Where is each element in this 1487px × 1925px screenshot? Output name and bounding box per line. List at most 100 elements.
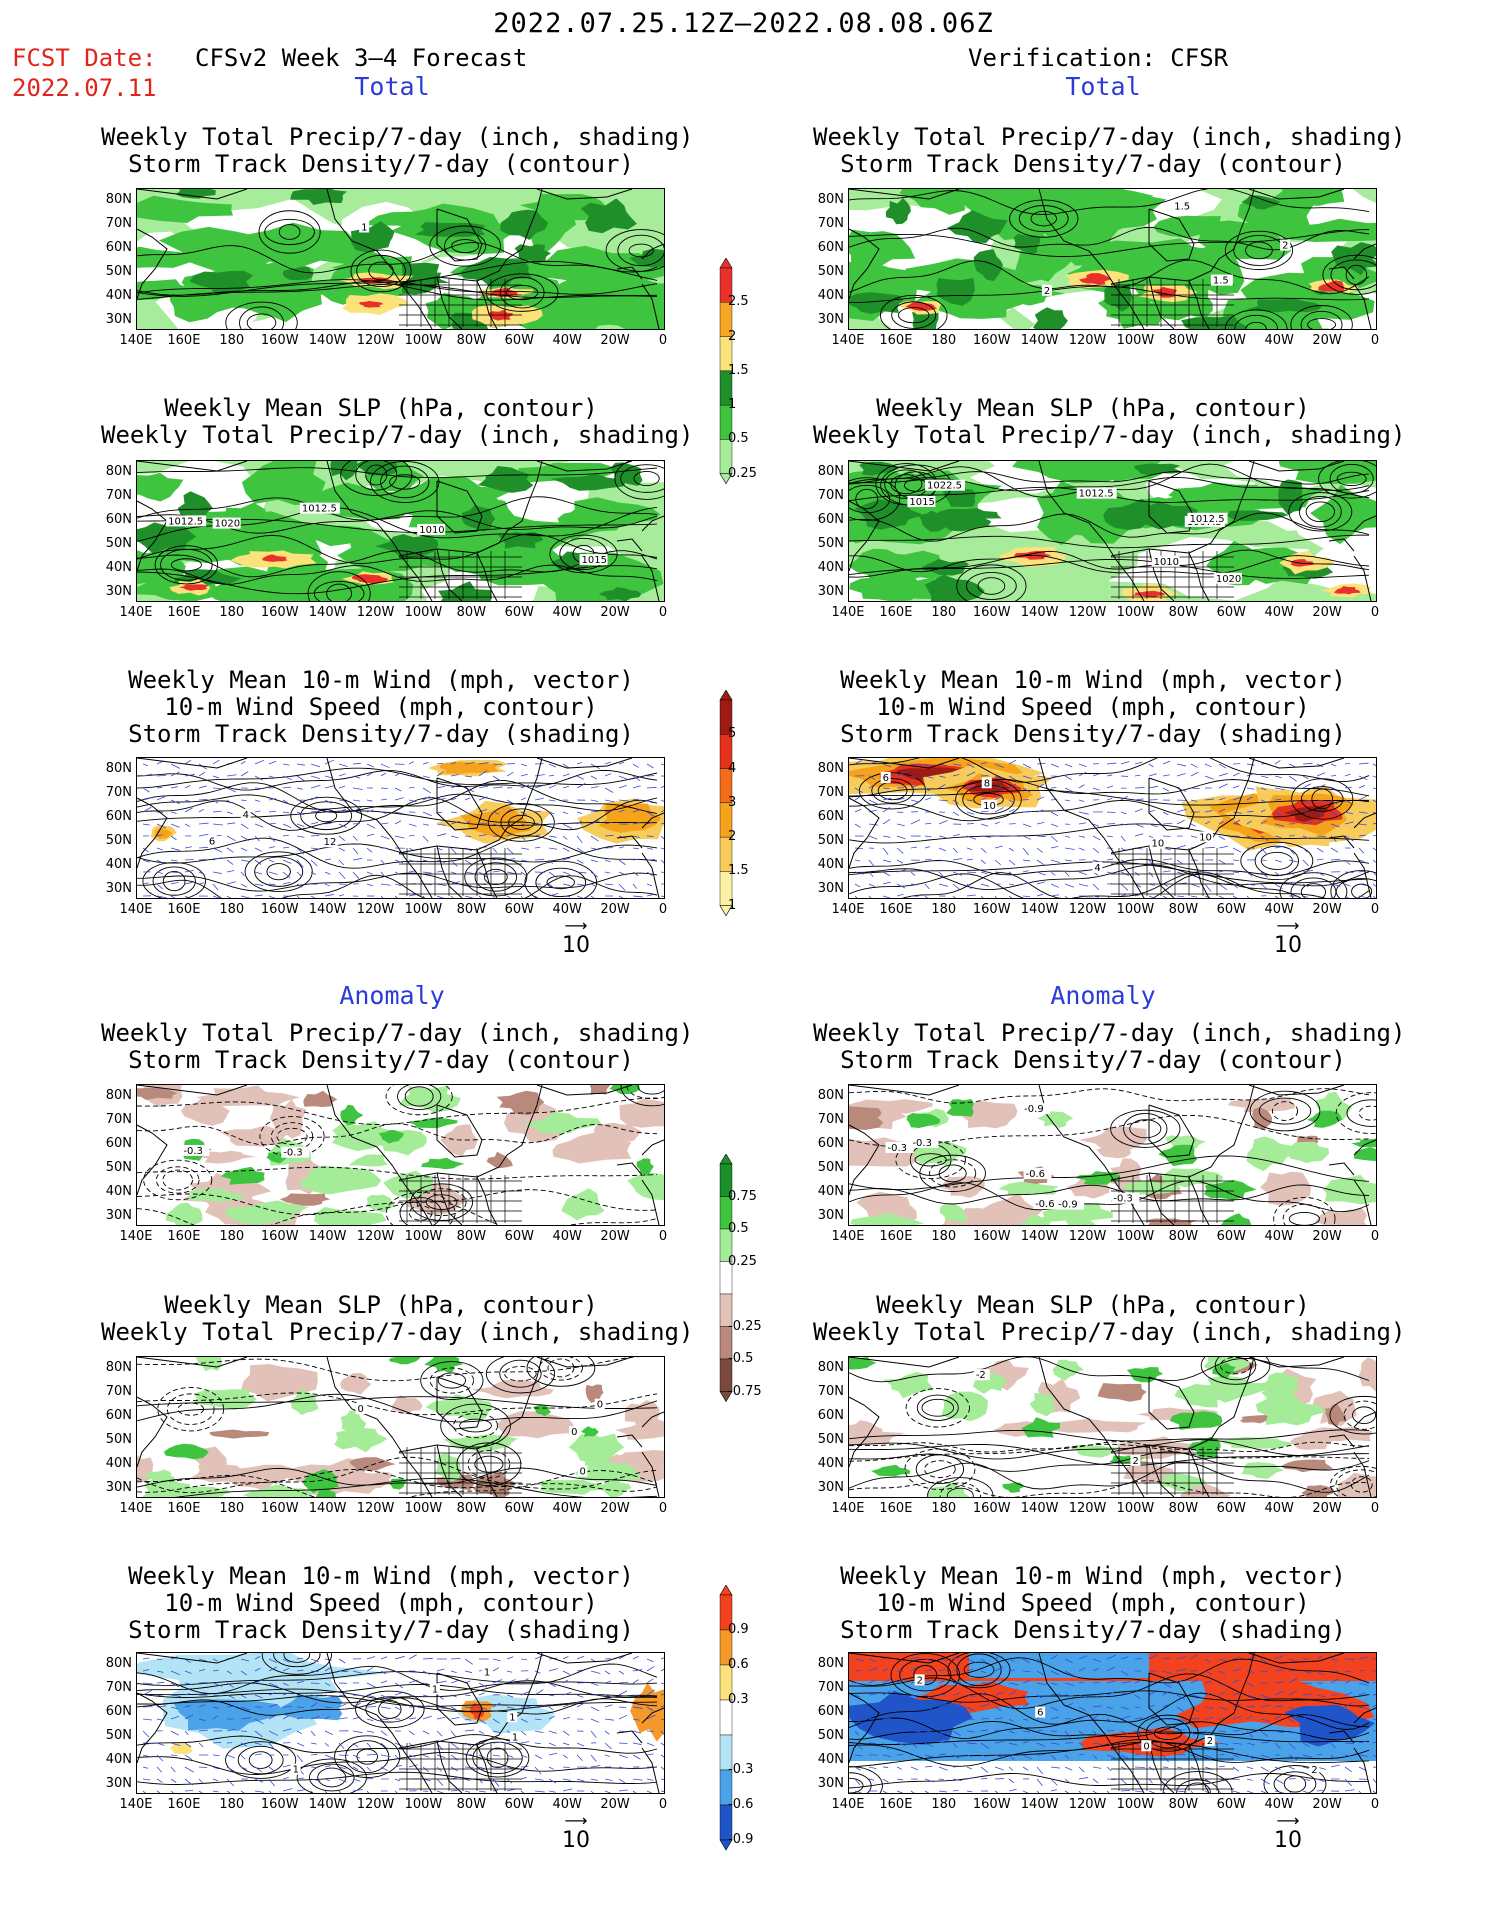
lat-tick-label: 30N xyxy=(105,1208,132,1223)
contour-label: 1010 xyxy=(1154,557,1179,568)
contour-label: 1 xyxy=(484,1668,490,1679)
lon-tick-label: 80W xyxy=(456,1229,487,1244)
lat-tick-label: 50N xyxy=(817,1728,844,1743)
total-precip-storm-forecast-title-2: Storm Track Density/7-day (contour) xyxy=(128,150,634,178)
contour-label: -0.9 xyxy=(1058,1200,1078,1211)
lon-tick-label: 140W xyxy=(308,1501,347,1516)
lat-tick-label: 70N xyxy=(105,785,132,800)
lon-tick-label: 160W xyxy=(260,333,299,348)
total-wind-storm-forecast-map: 4 6 12 xyxy=(136,757,665,899)
contour-label: 12 xyxy=(324,837,337,848)
colorbar-tick-label: -0.25 xyxy=(728,1318,762,1334)
lat-tick-label: 50N xyxy=(105,264,132,279)
vector-reference-label: 10 xyxy=(1274,1828,1302,1853)
lon-tick-label: 160W xyxy=(972,1797,1011,1812)
fcst-date-label: FCST Date: xyxy=(12,44,157,72)
lat-tick-label: 30N xyxy=(817,1480,844,1495)
total-wind-storm-verification-title-1: Weekly Mean 10-m Wind (mph, vector) xyxy=(840,666,1346,694)
anomaly-slp-precip-verification-map: -2 2 xyxy=(848,1356,1377,1498)
contour-label: 4 xyxy=(243,810,249,821)
lat-tick-label: 30N xyxy=(817,1776,844,1791)
lon-tick-label: 120W xyxy=(356,1501,395,1516)
lat-tick-label: 70N xyxy=(817,1112,844,1127)
lat-tick-label: 60N xyxy=(817,1136,844,1151)
lat-tick-label: 40N xyxy=(817,1752,844,1767)
lat-tick-label: 80N xyxy=(817,192,844,207)
contour-label: 2 xyxy=(1311,1765,1317,1776)
total-slp-precip-forecast-title-1: Weekly Mean SLP (hPa, contour) xyxy=(164,394,598,422)
lon-tick-label: 120W xyxy=(356,333,395,348)
lon-tick-label: 140W xyxy=(308,333,347,348)
lat-tick-label: 80N xyxy=(105,192,132,207)
contour-label: 0 xyxy=(358,1404,364,1415)
contour-label: 1015 xyxy=(909,497,934,508)
lat-tick-label: 70N xyxy=(817,1680,844,1695)
lon-tick-label: 80W xyxy=(1168,1229,1199,1244)
lon-tick-label: 140E xyxy=(119,605,153,620)
lat-tick-label: 70N xyxy=(105,1112,132,1127)
section-anomaly-left: Anomaly xyxy=(339,981,445,1010)
vector-reference-arrow-icon: ⟶ xyxy=(1276,1811,1300,1830)
lon-tick-label: 20W xyxy=(1312,1501,1342,1516)
lat-tick-label: 70N xyxy=(817,488,844,503)
lat-tick-label: 40N xyxy=(817,1184,844,1199)
lon-tick-label: 20W xyxy=(1312,333,1342,348)
forecast-model-title: CFSv2 Week 3–4 Forecast xyxy=(195,44,528,72)
lon-tick-label: 80W xyxy=(1168,902,1199,917)
contour-label: 1012.5 xyxy=(168,516,203,527)
lon-tick-label: 160E xyxy=(879,605,913,620)
lat-tick-label: 40N xyxy=(817,560,844,575)
lon-tick-label: 120W xyxy=(1068,1229,1107,1244)
vector-reference-label: 10 xyxy=(562,1828,590,1853)
lon-tick-label: 140W xyxy=(308,1797,347,1812)
vector-reference: ⟶ 10 xyxy=(546,1813,606,1854)
lat-tick-label: 60N xyxy=(105,512,132,527)
anomaly-wind-storm-forecast-title-2: 10-m Wind Speed (mph, contour) xyxy=(164,1589,598,1617)
total-wind-storm-forecast-title-3: Storm Track Density/7-day (shading) xyxy=(128,720,634,748)
lon-tick-label: 160W xyxy=(260,1797,299,1812)
contour-label: 1020 xyxy=(215,519,240,530)
vector-reference-arrow-icon: ⟶ xyxy=(564,916,588,935)
total-precip-storm-verification-title-1: Weekly Total Precip/7-day (inch, shading… xyxy=(813,123,1406,151)
lon-tick-label: 180 xyxy=(219,333,245,348)
fcst-date-value: 2022.07.11 xyxy=(12,74,157,102)
lon-tick-label: 160W xyxy=(260,1229,299,1244)
total-precip-storm-verification-map: 1.5 2 1.5 2 xyxy=(848,188,1377,330)
lon-tick-label: 120W xyxy=(356,1229,395,1244)
colorbar-tick-label: 3 xyxy=(728,794,737,810)
verification-title: Verification: CFSR xyxy=(968,44,1229,72)
anomaly-wind-storm-verification-title-3: Storm Track Density/7-day (shading) xyxy=(840,1616,1346,1644)
lon-tick-label: 0 xyxy=(658,1501,668,1516)
colorbar-tick-label: 5 xyxy=(728,726,737,742)
contour-label: 1 xyxy=(512,1732,518,1743)
contour-label: 1012.5 xyxy=(1190,514,1225,525)
total-precip-storm-forecast-map: 1 xyxy=(136,188,665,330)
total-precip-storm-verification-title-2: Storm Track Density/7-day (contour) xyxy=(840,150,1346,178)
lat-tick-label: 60N xyxy=(817,1408,844,1423)
colorbar-total-precip xyxy=(719,258,733,485)
total-slp-precip-verification-title-1: Weekly Mean SLP (hPa, contour) xyxy=(876,394,1310,422)
total-slp-precip-forecast-title-2: Weekly Total Precip/7-day (inch, shading… xyxy=(101,421,694,449)
lon-tick-label: 0 xyxy=(1370,1501,1380,1516)
lat-tick-label: 30N xyxy=(105,1480,132,1495)
lat-tick-label: 60N xyxy=(105,240,132,255)
contour-label: 6 xyxy=(209,836,215,847)
lon-tick-label: 40W xyxy=(552,902,582,917)
lat-tick-label: 70N xyxy=(105,1384,132,1399)
lat-tick-label: 30N xyxy=(817,312,844,327)
anomaly-slp-precip-forecast-title-2: Weekly Total Precip/7-day (inch, shading… xyxy=(101,1318,694,1346)
lon-tick-label: 140E xyxy=(119,1797,153,1812)
anomaly-slp-precip-verification-title-2: Weekly Total Precip/7-day (inch, shading… xyxy=(813,1318,1406,1346)
total-precip-storm-forecast-title-1: Weekly Total Precip/7-day (inch, shading… xyxy=(101,123,694,151)
lon-tick-label: 140W xyxy=(1020,333,1059,348)
lon-tick-label: 60W xyxy=(504,1501,534,1516)
lon-tick-label: 160E xyxy=(167,1797,201,1812)
anomaly-precip-storm-verification-title-1: Weekly Total Precip/7-day (inch, shading… xyxy=(813,1019,1406,1047)
lat-tick-label: 80N xyxy=(105,1360,132,1375)
anomaly-wind-storm-verification-title-2: 10-m Wind Speed (mph, contour) xyxy=(876,1589,1310,1617)
contour-label: 1010 xyxy=(419,525,444,536)
colorbar-tick-label: 4 xyxy=(728,760,737,776)
lon-tick-label: 100W xyxy=(1116,1797,1155,1812)
colorbar-total-storm-density xyxy=(719,690,733,917)
anomaly-slp-precip-verification-title-1: Weekly Mean SLP (hPa, contour) xyxy=(876,1291,1310,1319)
